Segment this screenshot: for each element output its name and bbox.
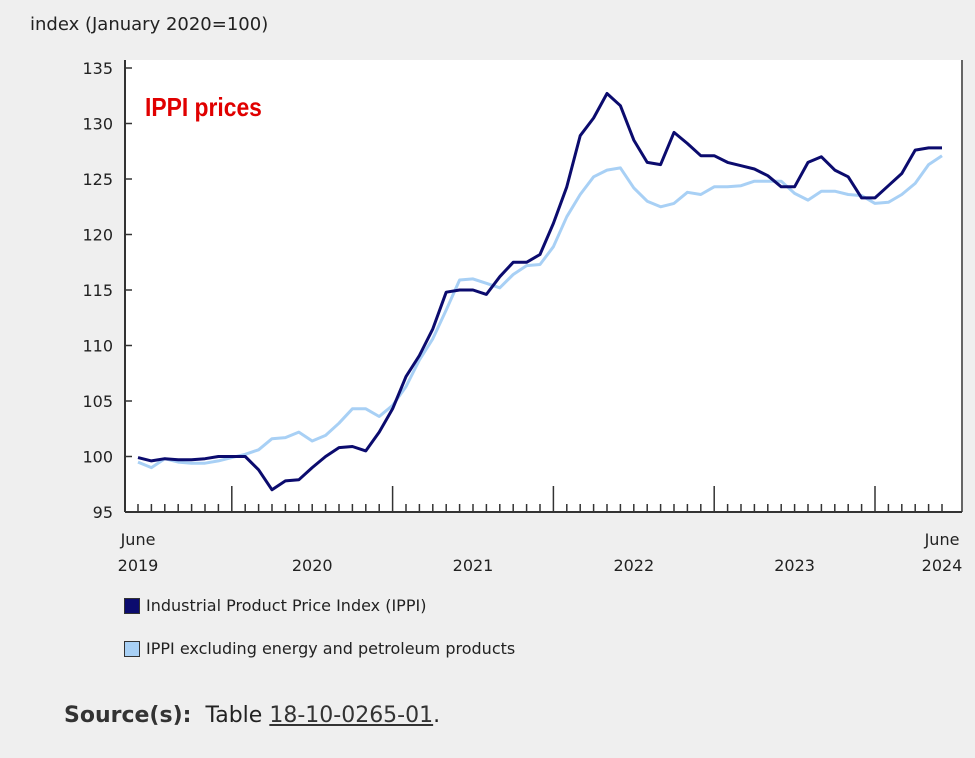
plot-area bbox=[125, 60, 962, 512]
source-period: . bbox=[433, 703, 441, 728]
x-tick-label-year: 2024 bbox=[922, 556, 963, 575]
x-tick-label-month: June bbox=[924, 530, 960, 549]
legend-swatch-ippi bbox=[124, 597, 140, 614]
series-line-ippi bbox=[137, 92, 942, 492]
x-tick-label-year: 2023 bbox=[774, 556, 815, 575]
x-tick-label-year: 2021 bbox=[453, 556, 494, 575]
legend-label-ippi-excl: IPPI excluding energy and petroleum prod… bbox=[146, 639, 516, 658]
source-note: Source(s): Table 18-10-0265-01. bbox=[64, 703, 440, 728]
source-label: Source(s): bbox=[64, 703, 192, 728]
y-tick-label: 125 bbox=[82, 170, 113, 189]
source-text: Table bbox=[205, 703, 263, 728]
legend-item-ippi: Industrial Product Price Index (IPPI) bbox=[124, 596, 426, 615]
legend-item-ippi-excl: IPPI excluding energy and petroleum prod… bbox=[124, 639, 515, 658]
source-table-link[interactable]: 18-10-0265-01 bbox=[269, 703, 434, 728]
y-tick-label: 130 bbox=[82, 115, 113, 134]
y-tick-label: 110 bbox=[82, 337, 113, 356]
y-tick-label: 105 bbox=[82, 392, 113, 411]
x-tick-label-year: 2022 bbox=[613, 556, 654, 575]
chart-title: IPPI prices bbox=[145, 94, 262, 123]
x-tick-label-year: 2019 bbox=[118, 556, 159, 575]
x-tick-label-month: June bbox=[120, 530, 156, 549]
series-line-ippi-excl bbox=[137, 154, 943, 470]
legend-swatch-ippi-excl bbox=[124, 640, 140, 657]
y-tick-label: 120 bbox=[82, 226, 113, 245]
x-tick-label-year: 2020 bbox=[292, 556, 333, 575]
y-tick-label: 100 bbox=[82, 448, 113, 467]
y-tick-label: 95 bbox=[93, 503, 113, 522]
y-axis-label: index (January 2020=100) bbox=[30, 14, 269, 35]
y-tick-label: 115 bbox=[82, 281, 113, 300]
legend-label-ippi: Industrial Product Price Index (IPPI) bbox=[146, 596, 427, 615]
y-tick-label: 135 bbox=[82, 59, 113, 78]
